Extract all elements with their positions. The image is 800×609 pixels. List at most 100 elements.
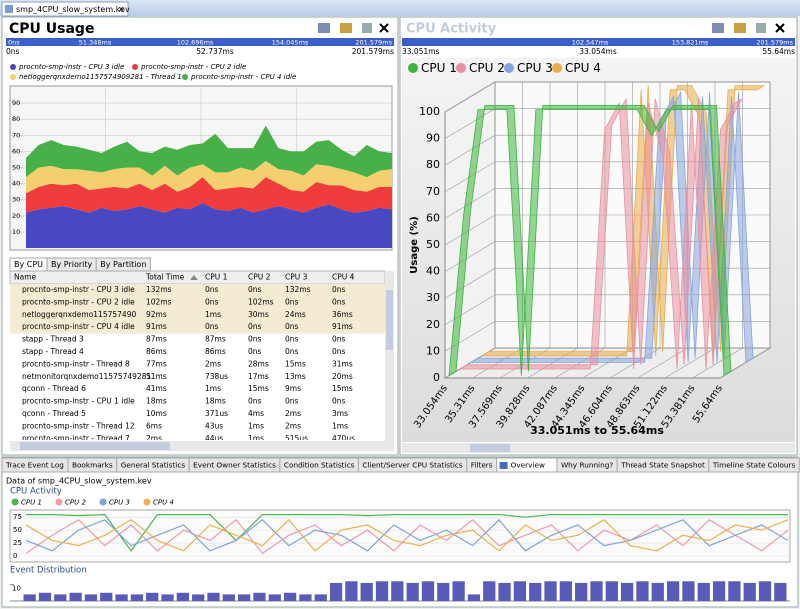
vertical-scrollbar[interactable]: [385, 271, 394, 441]
bar: [391, 581, 404, 601]
table-cell: 18ms: [205, 397, 226, 406]
y-tick-label: 30: [426, 291, 440, 304]
toolbar-button[interactable]: [734, 23, 746, 33]
table-cell: procnto-smp-instr - CPU 3 idle: [22, 285, 135, 294]
bar: [314, 594, 327, 601]
scroll-thumb[interactable]: [470, 444, 510, 452]
y-tick-label: 40: [426, 265, 440, 278]
bar: [452, 581, 465, 601]
legend-swatch: [11, 498, 19, 506]
table-cell: 10ms: [146, 409, 167, 418]
horizontal-scrollbar[interactable]: [10, 441, 394, 451]
legend-label: CPU 4: [565, 61, 601, 75]
bar: [38, 592, 52, 601]
toolbar-button[interactable]: [318, 23, 330, 33]
editor-tab[interactable]: [1, 1, 129, 17]
table-cell: 0ns: [332, 335, 346, 344]
view-tab[interactable]: Filters: [471, 461, 493, 470]
bar: [329, 582, 343, 601]
table-cell: 15ms: [285, 359, 306, 368]
y-axis-label: Usage (%): [409, 216, 420, 273]
close-button[interactable]: [775, 23, 785, 33]
bar: [712, 581, 726, 601]
bar: [222, 594, 235, 601]
legend-swatch: [10, 64, 16, 70]
bar: [192, 594, 205, 601]
table-cell: 0ns: [285, 335, 299, 344]
bar: [100, 592, 113, 601]
table-cell: 102ms: [146, 297, 172, 306]
file-icon: [5, 5, 13, 13]
table-cell: 92ms: [146, 310, 167, 319]
bar: [743, 582, 756, 601]
bar: [360, 582, 373, 601]
table-cell: 91ms: [146, 322, 167, 331]
view-tab[interactable]: Thread State Snapshot: [620, 461, 705, 470]
view-tab-frame[interactable]: [95, 257, 151, 272]
column-header: Total Time: [145, 273, 185, 282]
view-tab[interactable]: Timeline State Colours: [712, 461, 796, 470]
view-tab[interactable]: Why Running?: [561, 461, 613, 470]
scroll-thumb[interactable]: [20, 442, 170, 450]
y-tick-label: 90: [12, 99, 20, 107]
close-icon[interactable]: ✕: [118, 5, 125, 14]
toolbar-button[interactable]: [756, 23, 766, 33]
view-tab[interactable]: Event Owner Statistics: [193, 461, 276, 470]
view-tab[interactable]: Overview: [511, 461, 545, 470]
table-cell: 0ns: [332, 297, 346, 306]
view-tab[interactable]: Trace Event Log: [5, 461, 64, 470]
toolbar-button[interactable]: [712, 23, 724, 33]
bar: [758, 581, 772, 601]
bar: [299, 594, 312, 601]
bar: [375, 581, 389, 601]
y-tick-label: 30: [12, 196, 20, 204]
y-tick-label: 0: [13, 552, 17, 560]
stacked-area: [26, 161, 392, 194]
bar: [130, 594, 144, 601]
legend-swatch: [132, 64, 138, 70]
stacked-area: [26, 125, 392, 178]
table-body: procnto-smp-instr - CPU 3 idle 132ms 0ns 0n…: [10, 284, 385, 440]
table-cell: 2ms: [285, 409, 301, 418]
close-button[interactable]: [379, 23, 389, 33]
bar: [161, 594, 174, 601]
table-cell: 36ms: [332, 310, 353, 319]
table-cell: 2ms: [285, 421, 301, 430]
table-cell: 77ms: [146, 359, 167, 368]
y-tick-label: 40: [12, 180, 20, 188]
table-cell: 28ms: [248, 359, 269, 368]
horizontal-scrollbar[interactable]: [402, 443, 795, 453]
scroll-thumb[interactable]: [386, 290, 393, 350]
view-tab-frame[interactable]: [708, 457, 800, 473]
view-tab[interactable]: Client/Server CPU Statistics: [362, 461, 463, 470]
editor-tab-label: smp_4CPU_slow_system.kev: [16, 5, 130, 14]
bar: [207, 592, 220, 601]
panel-title: CPU Activity: [406, 22, 497, 37]
table-header-bg: [9, 270, 386, 285]
bar: [253, 592, 266, 601]
bar: [575, 582, 588, 601]
view-tab[interactable]: General Statistics: [121, 461, 186, 470]
table-cell: qconn - Thread 6: [22, 384, 86, 393]
view-tab[interactable]: By Priority: [51, 260, 93, 269]
table-cell: 87ms: [205, 335, 226, 344]
toolbar-button[interactable]: [362, 23, 372, 33]
ruler-label: 51.348ms: [79, 39, 112, 47]
view-tab[interactable]: By Partition: [100, 260, 146, 269]
y-tick-label: 50: [13, 526, 22, 534]
table-cell: procnto-smp-instr - CPU 4 idle: [22, 322, 135, 331]
bar: [421, 581, 435, 601]
toolbar-button[interactable]: [340, 23, 352, 33]
row-highlight: [10, 308, 385, 322]
table-cell: 0ns: [248, 397, 262, 406]
view-tab[interactable]: Bookmarks: [72, 461, 113, 470]
view-tab[interactable]: By CPU: [14, 260, 43, 269]
ruler-label: 0ns: [6, 47, 20, 56]
bar: [605, 581, 618, 601]
y-tick-label: 70: [12, 131, 20, 139]
legend-swatch: [143, 498, 151, 506]
bar: [406, 582, 419, 601]
view-tab[interactable]: Condition Statistics: [284, 461, 355, 470]
table-cell: 132ms: [285, 285, 311, 294]
